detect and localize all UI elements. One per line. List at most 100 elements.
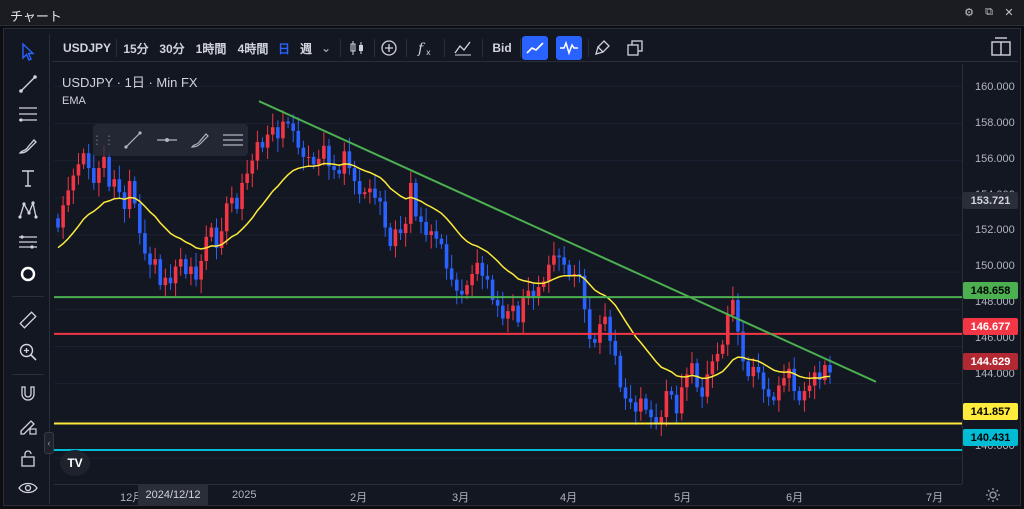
price-tick: 144.000 — [975, 368, 1015, 380]
candle — [797, 391, 802, 401]
zoom-in-icon[interactable] — [14, 338, 42, 366]
axis-settings-icon[interactable] — [984, 486, 1002, 504]
candle — [112, 179, 117, 187]
candle — [705, 374, 710, 397]
settings-icon[interactable]: ⚙ — [964, 6, 974, 19]
interval-1h[interactable]: 1時間 — [195, 41, 227, 56]
interval-30m[interactable]: 30分 — [159, 41, 185, 56]
candle — [383, 201, 388, 228]
brush-clear-icon[interactable] — [590, 36, 616, 60]
symbol-button[interactable]: USDJPY — [62, 41, 112, 55]
time-tick: 3月 — [452, 492, 470, 504]
fib-tool-icon[interactable] — [14, 100, 42, 128]
circle-tool-icon[interactable] — [14, 260, 42, 288]
candle — [485, 275, 490, 280]
candle — [495, 300, 500, 306]
candle — [393, 229, 398, 247]
price-tick: 152.000 — [975, 224, 1015, 236]
candle — [245, 173, 249, 183]
candle — [516, 305, 520, 323]
bid-ask-button[interactable]: Bid — [492, 41, 512, 55]
toolbar-divider — [12, 296, 44, 297]
pulse-chart-toggle-icon[interactable] — [556, 36, 582, 60]
candle — [802, 391, 807, 401]
candle — [618, 355, 623, 388]
line-chart-toggle-icon[interactable] — [522, 36, 548, 60]
candle — [76, 164, 81, 176]
chart-legend-indicator[interactable]: EMA — [62, 95, 86, 107]
collapse-toolbar-button[interactable]: ‹ — [44, 432, 54, 454]
toolbar-divider — [444, 39, 445, 57]
price-tick: 158.000 — [975, 117, 1015, 129]
brush-tool-icon[interactable] — [14, 132, 42, 160]
trendline-tool-icon[interactable] — [14, 70, 42, 98]
candle — [465, 285, 469, 295]
candle — [500, 305, 505, 319]
candle — [291, 123, 295, 131]
templates-icon[interactable] — [450, 36, 476, 60]
candle — [403, 223, 408, 234]
price-chart[interactable] — [54, 64, 962, 484]
candle — [439, 238, 444, 245]
copy-icon[interactable] — [622, 36, 648, 60]
pattern-tool-icon[interactable] — [14, 196, 42, 224]
tradingview-logo: TV — [60, 450, 90, 476]
candle — [593, 339, 597, 343]
popout-icon[interactable]: ⧉ — [985, 5, 993, 18]
candle — [817, 372, 822, 380]
candle — [127, 181, 132, 209]
float-brush-icon[interactable] — [189, 128, 213, 152]
cursor-icon[interactable] — [14, 38, 42, 66]
candle — [460, 290, 464, 295]
chart-frame — [3, 28, 1021, 506]
float-lines-icon[interactable] — [221, 128, 245, 152]
interval-15m[interactable]: 15分 — [123, 41, 149, 56]
float-hline-icon[interactable] — [155, 128, 179, 152]
drag-handle-icon[interactable]: ⋮⋮ — [91, 133, 115, 147]
text-tool-icon[interactable] — [14, 164, 42, 192]
candle — [557, 255, 561, 258]
candle — [153, 259, 157, 265]
candle — [214, 227, 219, 248]
chart-legend-symbol: USDJPY · 1日 · Min FX — [62, 75, 198, 90]
candle — [265, 134, 270, 148]
candle — [71, 175, 76, 191]
candle — [91, 168, 96, 183]
add-compare-icon[interactable] — [376, 36, 402, 60]
candle — [536, 287, 541, 297]
candle — [777, 385, 781, 401]
close-icon[interactable]: ✕ — [1004, 6, 1014, 19]
chart-pane[interactable] — [54, 64, 962, 484]
layout-button[interactable] — [984, 32, 1018, 62]
interval-1w[interactable]: 週 — [299, 41, 312, 56]
price-axis[interactable]: 160.000 158.000 156.000 154.000 152.000 … — [962, 64, 1018, 484]
magnet-icon[interactable] — [14, 380, 42, 408]
time-axis[interactable]: 12月 2025 2月 3月 4月 5月 6月 7月 — [54, 484, 962, 506]
lock-icon[interactable] — [14, 444, 42, 472]
candle — [771, 396, 776, 401]
candle — [342, 151, 347, 174]
interval-1d[interactable]: 日 — [277, 41, 290, 56]
eye-icon[interactable] — [14, 474, 42, 502]
candle — [322, 145, 326, 159]
candle — [654, 417, 658, 423]
candle — [61, 205, 65, 228]
candle-style-icon[interactable] — [344, 36, 370, 60]
candle — [132, 181, 137, 204]
ema-line — [57, 162, 831, 380]
candle — [97, 168, 101, 183]
chevron-down-icon[interactable]: ⌄ — [320, 41, 332, 55]
ruler-icon[interactable] — [14, 306, 42, 334]
candle — [541, 281, 546, 288]
candle — [250, 160, 255, 174]
price-tick: 148.000 — [975, 296, 1015, 308]
pencil-lock-icon[interactable] — [14, 412, 42, 440]
candle — [547, 264, 551, 282]
float-trendline-icon[interactable] — [121, 128, 145, 152]
candle — [362, 192, 367, 195]
interval-4h[interactable]: 4時間 — [237, 41, 269, 56]
measure-lines-icon[interactable] — [14, 228, 42, 256]
candle — [741, 331, 745, 362]
candle — [81, 153, 86, 165]
